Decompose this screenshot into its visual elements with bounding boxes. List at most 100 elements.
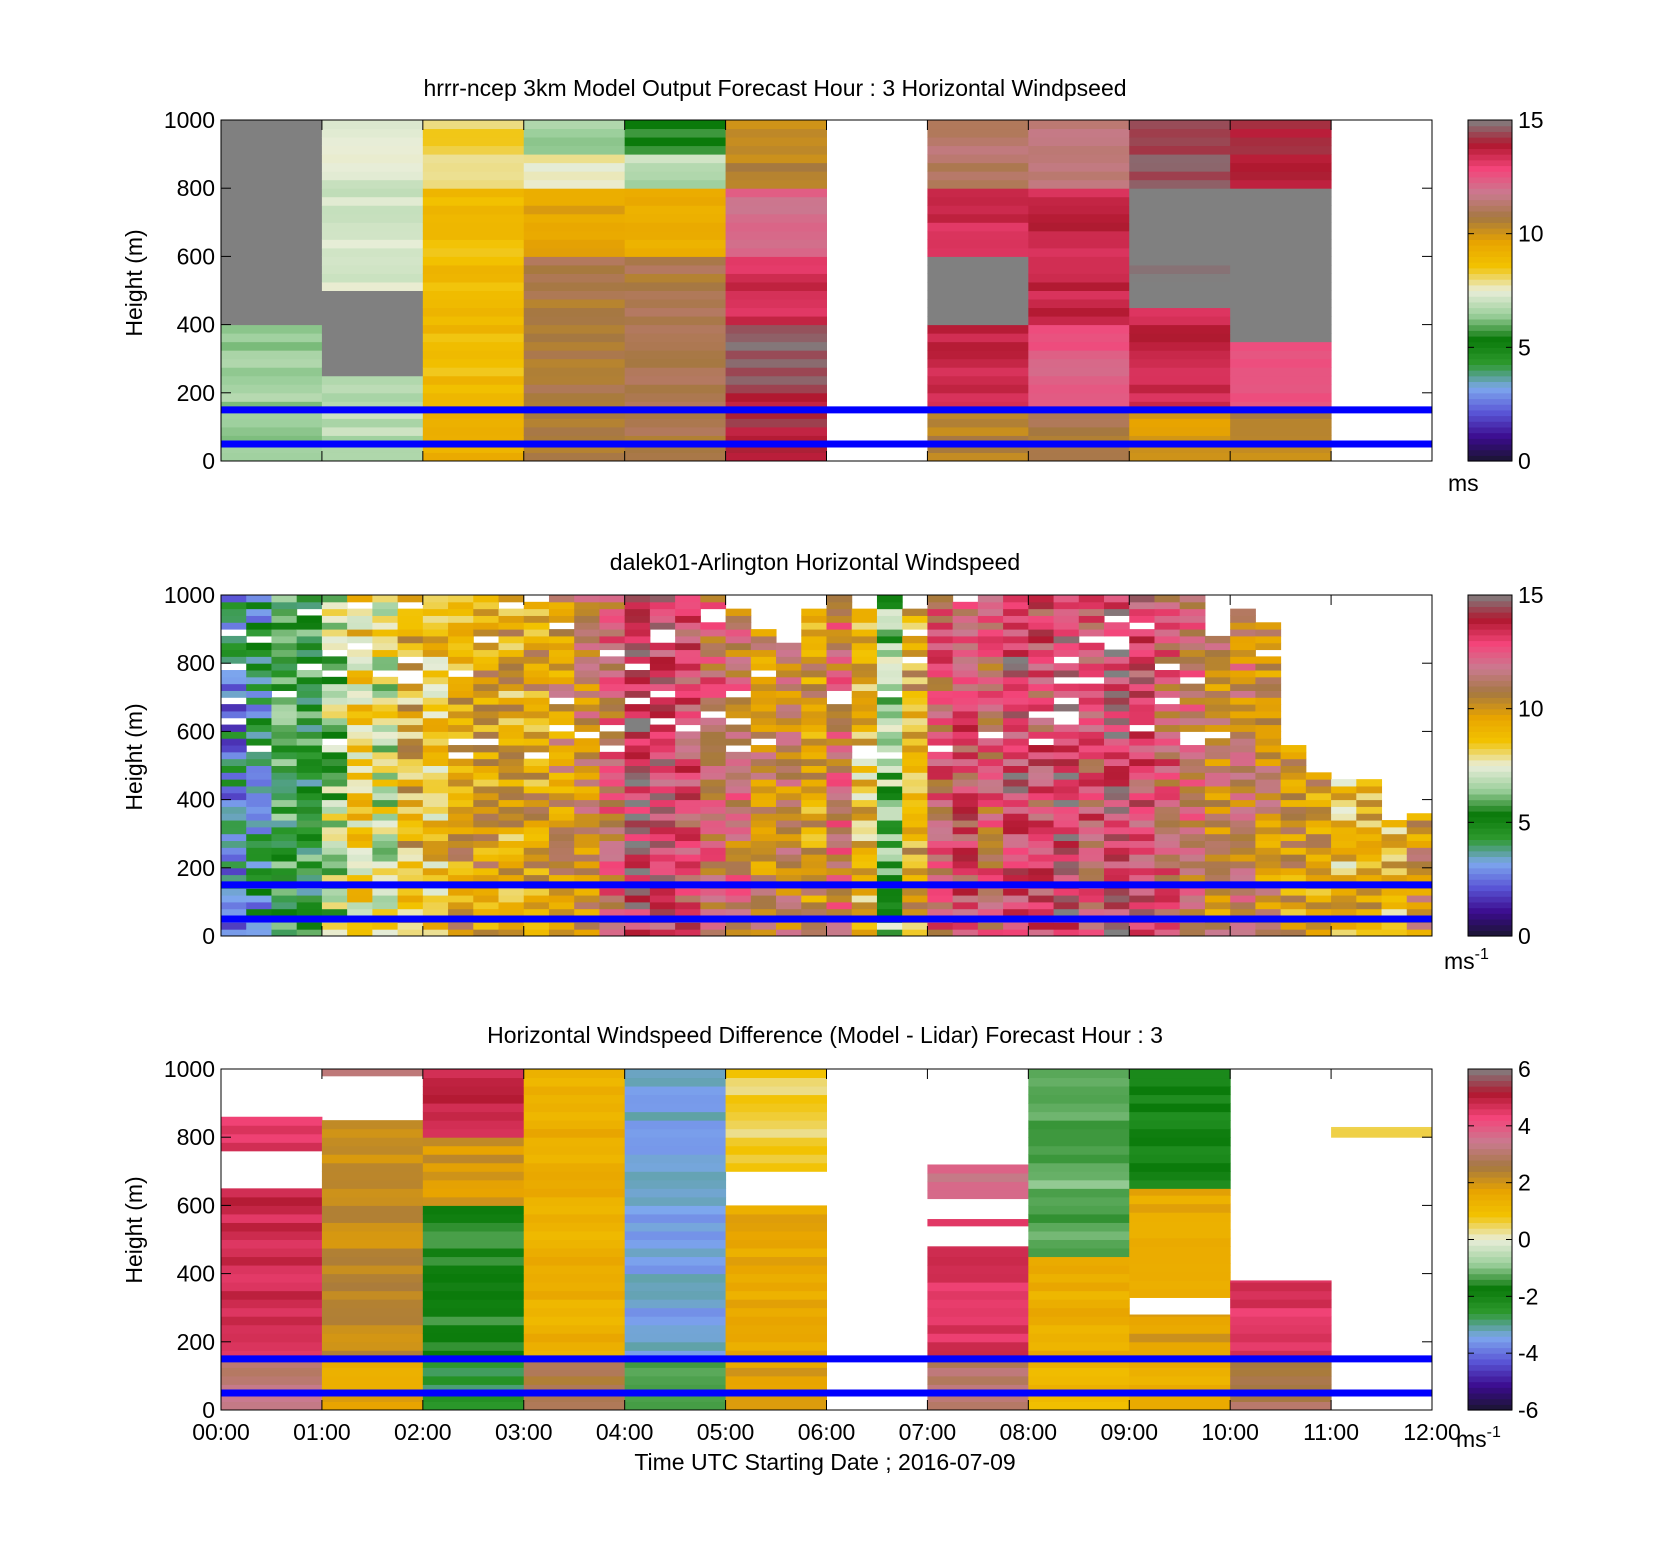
heat-cell: [1154, 608, 1181, 616]
heat-cell: [1204, 670, 1231, 678]
heat-cell: [1406, 874, 1433, 882]
heat-cell: [221, 1142, 323, 1152]
heat-cell: [1305, 779, 1332, 787]
heat-cell: [1003, 601, 1029, 610]
heat-cell: [725, 196, 827, 206]
heat-cell: [977, 922, 1004, 930]
heat-cell: [422, 137, 525, 147]
heat-cell: [347, 833, 373, 842]
heat-cell: [624, 137, 727, 147]
heat-cell: [1179, 860, 1206, 869]
heat-cell: [1104, 670, 1130, 678]
heat-cell: [801, 860, 827, 869]
heat-cell: [599, 779, 626, 787]
heat-cell: [1204, 683, 1231, 691]
heat-cell: [523, 629, 550, 637]
heat-cell: [296, 622, 323, 630]
heat-cell: [498, 683, 525, 691]
heat-cell: [725, 615, 752, 623]
heat-cell: [271, 922, 298, 930]
colorbar-segment: [1468, 884, 1512, 892]
heat-cell: [523, 1179, 626, 1189]
heat-cell: [927, 820, 954, 828]
heat-cell: [750, 731, 777, 739]
heat-cell: [1129, 307, 1231, 317]
heat-cell: [876, 806, 903, 814]
heat-cell: [1179, 642, 1206, 651]
heat-cell: [1154, 642, 1181, 651]
heat-cell: [422, 316, 525, 326]
colorbar-segment: [1468, 640, 1512, 647]
heat-cell: [624, 922, 651, 930]
heat-cell: [1230, 1367, 1332, 1377]
heat-cell: [321, 820, 348, 828]
heat-cell: [725, 779, 752, 787]
heat-cell: [574, 710, 600, 719]
heat-cell: [952, 860, 979, 869]
heat-cell: [221, 281, 323, 291]
heat-cell: [548, 608, 575, 616]
heat-cell: [372, 635, 399, 644]
heat-cell: [473, 608, 500, 616]
heat-cell: [1406, 826, 1433, 835]
heat-cell: [1053, 813, 1080, 821]
heat-cell: [523, 222, 626, 232]
heat-cell: [397, 608, 424, 616]
heat-cell: [498, 649, 525, 657]
heat-cell: [397, 860, 424, 869]
heat-cell: [1154, 888, 1181, 896]
colorbar-segment: [1468, 1091, 1512, 1099]
heat-cell: [221, 205, 323, 215]
heat-cell: [750, 922, 777, 930]
heat-cell: [422, 745, 449, 753]
heat-cell: [523, 1188, 626, 1198]
heat-cell: [927, 1401, 1029, 1411]
heat-cell: [927, 595, 954, 603]
heat-cell: [372, 799, 399, 807]
heat-cell: [221, 840, 247, 848]
heat-cell: [1154, 622, 1181, 630]
heat-cell: [321, 635, 348, 644]
heat-cell: [927, 299, 1029, 309]
heat-cell: [523, 333, 626, 343]
heat-cell: [1255, 847, 1282, 855]
heat-cell: [498, 860, 525, 869]
heat-cell: [321, 162, 424, 172]
heat-cell: [448, 929, 474, 937]
heat-cell: [422, 908, 449, 917]
heat-cell: [1280, 779, 1307, 787]
heat-cell: [574, 901, 600, 910]
heat-cell: [422, 1341, 525, 1351]
heat-cell: [851, 806, 878, 814]
heat-cell: [448, 649, 474, 657]
heat-cell: [523, 908, 550, 917]
heat-cell: [1280, 867, 1307, 876]
heat-cell: [296, 895, 323, 903]
heat-cell: [801, 717, 827, 726]
heat-cell: [1003, 833, 1029, 842]
heat-cell: [1305, 854, 1332, 862]
heat-cell: [523, 1213, 626, 1223]
heat-cell: [296, 888, 323, 896]
heat-cell: [1179, 785, 1206, 794]
heat-cell: [927, 860, 954, 869]
heat-cell: [624, 196, 727, 206]
heat-cell: [927, 179, 1029, 189]
heat-cell: [851, 826, 878, 835]
heat-cell: [851, 799, 878, 807]
heat-cell: [624, 281, 727, 291]
heat-cell: [347, 670, 373, 678]
heat-cell: [321, 426, 424, 436]
heat-cell: [574, 615, 600, 623]
heat-cell: [927, 929, 954, 937]
heat-cell: [599, 895, 626, 903]
heat-cell: [1280, 813, 1307, 821]
heat-cell: [1230, 341, 1332, 351]
heat-cell: [977, 629, 1004, 637]
heat-cell: [1280, 860, 1307, 869]
heat-cell: [1104, 854, 1130, 862]
panel-lidar-windspeed: dalek01-Arlington Horizontal Windspeed H…: [121, 549, 1544, 974]
heat-cell: [851, 820, 878, 828]
heat-cell: [1280, 785, 1307, 794]
heat-cell: [548, 758, 575, 766]
